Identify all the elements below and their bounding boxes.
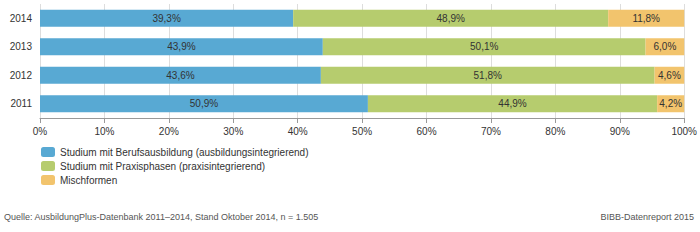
svg-text:0%: 0% <box>33 126 48 137</box>
svg-text:40%: 40% <box>288 126 308 137</box>
svg-text:70%: 70% <box>481 126 501 137</box>
svg-text:6,0%: 6,0% <box>653 41 676 52</box>
svg-text:Mischformen: Mischformen <box>60 175 117 186</box>
svg-text:43,9%: 43,9% <box>167 41 195 52</box>
svg-text:2011: 2011 <box>10 98 32 109</box>
svg-text:48,9%: 48,9% <box>437 13 465 24</box>
svg-text:30%: 30% <box>223 126 243 137</box>
svg-text:Studium mit Berufsausbildung (: Studium mit Berufsausbildung (ausbildung… <box>60 147 308 158</box>
svg-text:44,9%: 44,9% <box>498 98 526 109</box>
svg-text:80%: 80% <box>545 126 565 137</box>
svg-text:Studium mit Praxisphasen (prax: Studium mit Praxisphasen (praxisintegrie… <box>60 161 265 172</box>
svg-text:BIBB-Datenreport 2015: BIBB-Datenreport 2015 <box>600 212 694 222</box>
svg-text:Quelle: AusbildungPlus-Datenba: Quelle: AusbildungPlus-Datenbank 2011–20… <box>4 212 318 222</box>
svg-text:2013: 2013 <box>10 41 33 52</box>
svg-text:50%: 50% <box>352 126 372 137</box>
svg-text:90%: 90% <box>610 126 630 137</box>
svg-text:50,9%: 50,9% <box>190 98 218 109</box>
svg-text:20%: 20% <box>159 126 179 137</box>
svg-text:60%: 60% <box>417 126 437 137</box>
svg-text:43,6%: 43,6% <box>166 70 194 81</box>
svg-text:100%: 100% <box>671 126 697 137</box>
svg-text:4,2%: 4,2% <box>659 98 682 109</box>
svg-text:51,8%: 51,8% <box>474 70 502 81</box>
svg-text:10%: 10% <box>94 126 114 137</box>
svg-text:4,6%: 4,6% <box>658 70 681 81</box>
svg-text:50,1%: 50,1% <box>470 41 498 52</box>
svg-text:2014: 2014 <box>10 13 33 24</box>
svg-text:11,8%: 11,8% <box>632 13 660 24</box>
svg-text:2012: 2012 <box>10 70 33 81</box>
svg-text:39,3%: 39,3% <box>152 13 180 24</box>
